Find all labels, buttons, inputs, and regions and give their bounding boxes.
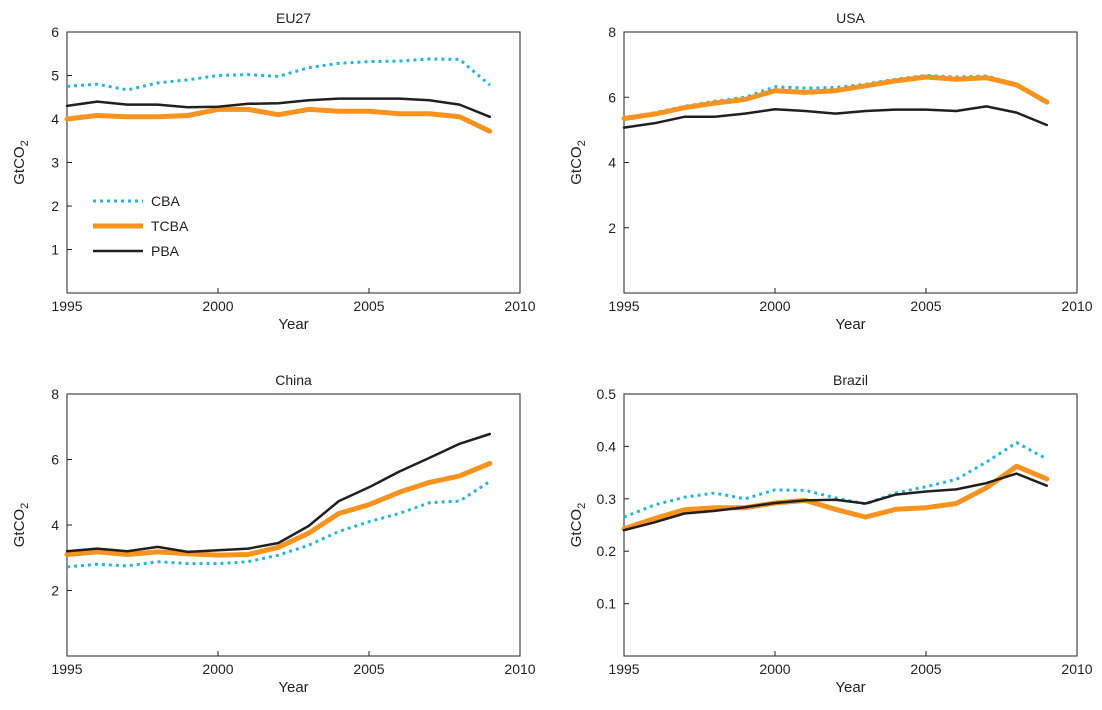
- y-tick-label: 6: [51, 24, 59, 40]
- chart-title: EU27: [276, 10, 311, 26]
- plot-frame: [66, 31, 521, 294]
- y-tick-label: 0.2: [597, 543, 617, 559]
- series-line-tcba: [621, 74, 1050, 121]
- x-tick-label: 1995: [608, 661, 639, 677]
- x-tick-label: 2005: [353, 298, 384, 314]
- y-tick-label: 0.1: [597, 596, 617, 612]
- y-axis-label: GtCO2: [568, 140, 588, 184]
- x-tick-label: 2010: [1061, 298, 1092, 314]
- series-line-pba: [65, 432, 492, 554]
- series-line-tcba: [621, 463, 1050, 532]
- x-axis-label: Year: [278, 679, 308, 696]
- plot-frame: [623, 393, 1078, 657]
- x-tick-label: 2010: [504, 661, 535, 677]
- y-axis-label: GtCO2: [11, 503, 31, 547]
- y-tick-label: 6: [608, 89, 616, 105]
- y-tick-label: 2: [51, 583, 59, 599]
- x-tick-label: 2000: [759, 661, 790, 677]
- legend-label-cba: CBA: [151, 193, 180, 209]
- x-tick-label: 2010: [504, 298, 535, 314]
- y-tick-label: 4: [51, 111, 59, 127]
- chart-title: Brazil: [833, 372, 868, 388]
- y-tick-label: 8: [51, 386, 59, 402]
- y-tick-label: 4: [608, 155, 616, 171]
- chart-title: China: [275, 372, 312, 388]
- legend-label-tcba: TCBA: [151, 218, 189, 234]
- legend-label-pba: PBA: [151, 243, 180, 259]
- series-line-pba: [65, 97, 492, 119]
- y-axis-label: GtCO2: [11, 140, 31, 184]
- x-tick-label: 2000: [759, 298, 790, 314]
- y-tick-label: 8: [608, 24, 616, 40]
- y-tick-label: 0.5: [597, 386, 617, 402]
- x-tick-label: 2005: [910, 661, 941, 677]
- x-tick-label: 1995: [608, 298, 639, 314]
- chart-panel-eu27: EU27 1995 2000 2005 2010 1 2 3 4 5 6 Year GtCO2 CBA TC…: [11, 10, 536, 333]
- y-tick-label: 2: [608, 220, 616, 236]
- x-tick-label: 2010: [1061, 661, 1092, 677]
- x-axis-label: Year: [835, 679, 865, 696]
- x-tick-label: 2000: [202, 661, 233, 677]
- x-tick-label: 1995: [51, 298, 82, 314]
- y-tick-label: 0.3: [597, 491, 617, 507]
- series-line-cba: [66, 57, 491, 92]
- y-tick-label: 3: [51, 155, 59, 171]
- y-tick-label: 4: [51, 517, 59, 533]
- series-line-cba: [66, 480, 491, 569]
- series-line-pba: [622, 105, 1049, 129]
- series-line-cba: [623, 441, 1048, 519]
- y-tick-label: 5: [51, 68, 59, 84]
- series-line-tcba: [64, 460, 493, 558]
- x-tick-label: 2000: [202, 298, 233, 314]
- chart-panel-usa: USA 1995 2000 2005 2010 2 4 6 8 Year GtCO2: [568, 10, 1093, 333]
- series-line-pba: [622, 472, 1049, 532]
- x-tick-label: 2005: [353, 661, 384, 677]
- plot-frame: [623, 31, 1078, 294]
- chart-panel-china: China 1995 2000 2005 2010 2 4 6 8 Year GtCO2: [11, 372, 536, 696]
- chart-panel-brazil: Brazil 1995 2000 2005 2010 0.1 0.2 0.3 0.4 0.5 Yea…: [568, 372, 1093, 696]
- chart-title: USA: [836, 10, 865, 26]
- series-line-cba: [623, 73, 1048, 120]
- y-tick-label: 6: [51, 452, 59, 468]
- y-axis-label: GtCO2: [568, 503, 588, 547]
- y-tick-label: 1: [51, 242, 59, 258]
- x-axis-label: Year: [278, 316, 308, 333]
- x-tick-label: 2005: [910, 298, 941, 314]
- x-tick-label: 1995: [51, 661, 82, 677]
- plot-frame: [66, 393, 521, 657]
- y-tick-label: 2: [51, 198, 59, 214]
- y-tick-label: 0.4: [597, 438, 617, 454]
- x-axis-label: Year: [835, 316, 865, 333]
- series-line-tcba: [64, 106, 493, 134]
